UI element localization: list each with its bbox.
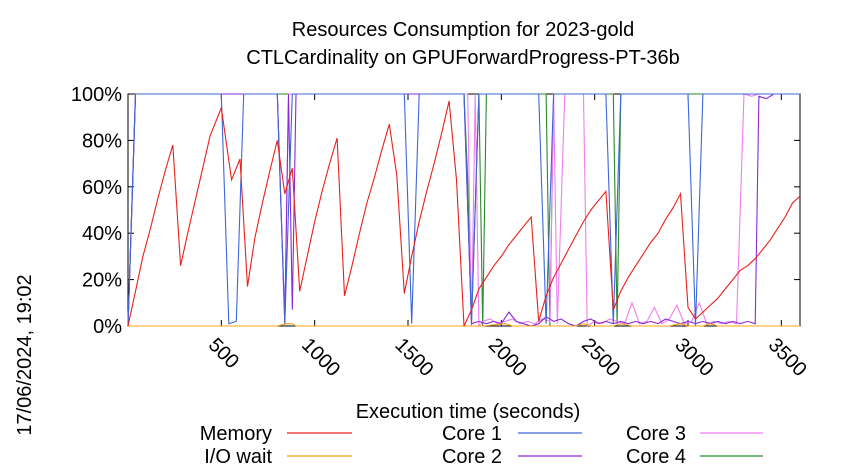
plot-area: 0% 20% 40% 60% 80% 100% 500 1000 1500 2000 2500 300… xyxy=(71,84,811,381)
x-tick-label: 3000 xyxy=(670,334,717,381)
x-tick-label: 2500 xyxy=(577,334,624,381)
x-tick-label: 1000 xyxy=(297,334,344,381)
y-tick-label: 20% xyxy=(82,270,122,292)
x-tick-label: 1500 xyxy=(390,334,437,381)
x-tick-label: 500 xyxy=(204,334,243,373)
x-tick-label: 3500 xyxy=(764,334,811,381)
series-line-core-2 xyxy=(127,93,800,327)
legend-label: Core 4 xyxy=(626,446,686,468)
x-axis-label: Execution time (seconds) xyxy=(356,401,581,423)
series-line-core-1 xyxy=(127,93,800,327)
legend-label: I/O wait xyxy=(204,446,272,468)
y-tick-label: 80% xyxy=(82,130,122,152)
timestamp-label: 17/06/2024, 19:02 xyxy=(14,274,36,435)
legend-label: Core 1 xyxy=(442,423,502,445)
y-tick-label: 60% xyxy=(82,177,122,199)
legend-label: Core 3 xyxy=(626,423,686,445)
legend-label: Core 2 xyxy=(442,446,502,468)
chart-subtitle: CTLCardinality on GPUForwardProgress-PT-… xyxy=(246,47,680,69)
series-line-i-o-wait xyxy=(128,323,800,327)
y-tick-label: 100% xyxy=(71,84,122,106)
x-tick-label: 2000 xyxy=(484,334,531,381)
chart-title: Resources Consumption for 2023-gold xyxy=(292,19,634,41)
y-tick-label: 0% xyxy=(93,316,122,338)
legend-label: Memory xyxy=(200,423,272,445)
y-tick-label: 40% xyxy=(82,223,122,245)
series-line-memory xyxy=(127,100,801,327)
